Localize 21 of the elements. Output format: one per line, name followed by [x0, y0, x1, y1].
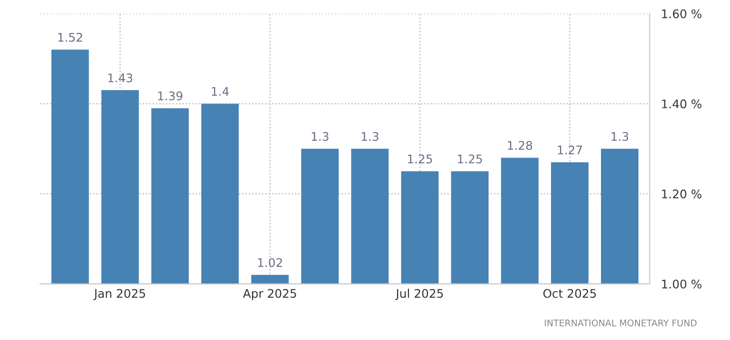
data-label: 1.52 [58, 32, 82, 42]
text: INTERNATIONAL MONETARY FUND [544, 320, 697, 326]
x-tick-label: Jan 2025 [93, 288, 146, 300]
data-label: 1.02 [258, 258, 282, 268]
x-tick-label: Oct 2025 [543, 288, 596, 298]
data-label: 1.28 [508, 140, 532, 150]
y-tick-label: 1.40 % [662, 99, 702, 108]
data-label: 1.3 [362, 132, 378, 141]
y-tick-label: 1.60 % [662, 9, 702, 18]
data-label: 1.4 [212, 87, 229, 96]
data-label: 1.25 [408, 154, 432, 164]
data-label: 1.25 [458, 154, 482, 164]
x-tick-label: Jul 2025 [395, 288, 443, 300]
x-tick-label: Apr 2025 [242, 288, 296, 300]
y-tick-label: 1.20 % [662, 190, 702, 198]
y-tick-label: 1.00 % [662, 280, 702, 289]
data-label: 1.39 [158, 91, 182, 100]
data-label: 1.3 [612, 132, 628, 141]
data-label: 1.27 [558, 145, 582, 154]
data-label: 1.43 [108, 73, 132, 82]
data-label: 1.3 [312, 132, 328, 141]
